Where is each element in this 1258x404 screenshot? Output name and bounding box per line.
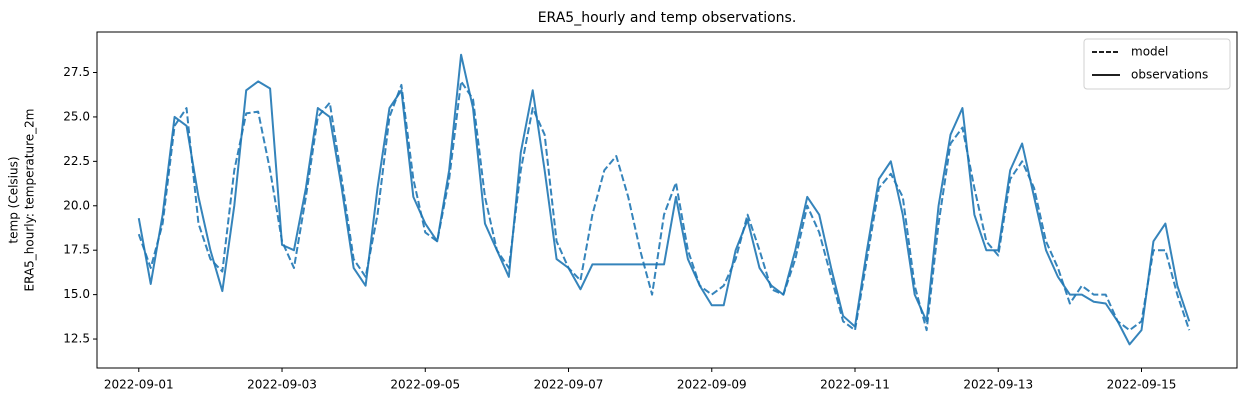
series-line: [137, 53, 1191, 346]
x-tick-label: 2022-09-15: [1107, 378, 1177, 392]
y-tick-label: 22.5: [63, 154, 90, 168]
y-axis-label-group: temp (Celsius) ERA5_hourly: temperature_…: [7, 109, 37, 292]
x-tick-label: 2022-09-11: [820, 378, 890, 392]
y-tick-label: 20.0: [63, 198, 90, 212]
y-tick-label: 17.5: [63, 243, 90, 257]
chart-title: ERA5_hourly and temp observations.: [538, 10, 797, 26]
y-axis-label: temp (Celsius): [7, 156, 21, 243]
y-tick-label: 12.5: [63, 332, 90, 346]
legend-box: [1083, 38, 1231, 90]
y-tick-label: 27.5: [63, 65, 90, 79]
y-tick-label: 15.0: [63, 287, 90, 301]
legend-label: observations: [1131, 68, 1208, 82]
x-tick-label: 2022-09-05: [390, 378, 460, 392]
x-tick-label: 2022-09-09: [677, 378, 747, 392]
x-tick-label: 2022-09-13: [963, 378, 1033, 392]
x-tick-label: 2022-09-01: [104, 378, 174, 392]
plot-frame: [96, 31, 1238, 369]
x-tick-label: 2022-09-03: [247, 378, 317, 392]
series-line: [137, 80, 1191, 332]
legend: model observations: [1083, 38, 1231, 90]
x-tick-label: 2022-09-07: [534, 378, 604, 392]
y-axis-label: ERA5_hourly: temperature_2m: [23, 109, 37, 292]
legend-label: model: [1131, 45, 1168, 59]
y-tick-label: 25.0: [63, 109, 90, 123]
